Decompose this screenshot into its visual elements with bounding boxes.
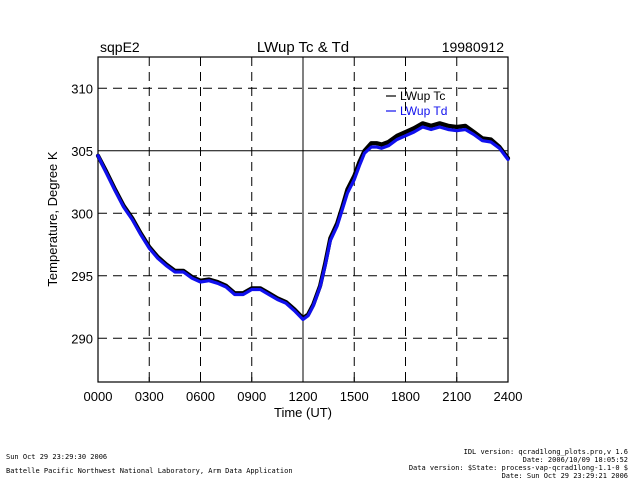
y-tick-label: 305 <box>71 144 93 159</box>
legend: LWup Tc LWup Td <box>386 89 447 118</box>
date-label: 19980912 <box>442 39 505 55</box>
y-tick-label: 290 <box>71 331 93 346</box>
x-tick-label: 0600 <box>186 389 215 404</box>
x-tick-label: 1800 <box>391 389 420 404</box>
y-axis-label: Temperature, Degree K <box>45 151 60 286</box>
x-tick-label: 1500 <box>340 389 369 404</box>
footer-idl-date: Date: 2006/10/09 18:05:52 <box>522 456 628 464</box>
legend-label-td: LWup Td <box>400 104 447 118</box>
series-group <box>95 121 511 322</box>
series-line-lwup-td <box>96 125 510 322</box>
site-label: sqpE2 <box>100 39 140 55</box>
x-tick-label: 2100 <box>442 389 471 404</box>
x-tick-label: 2400 <box>494 389 523 404</box>
legend-label-tc: LWup Tc <box>400 89 445 103</box>
y-tick-label: 300 <box>71 206 93 221</box>
footer-data-version: Data version: $State: process-vap-qcrad1… <box>408 464 628 472</box>
y-tick-label: 295 <box>71 269 93 284</box>
y-tick-label: 310 <box>71 81 93 96</box>
gridlines <box>98 57 508 382</box>
x-tick-label: 0000 <box>84 389 113 404</box>
ticks: 0000 0300 0600 0900 1200 1500 1800 2100 2400 290 2… <box>71 81 522 404</box>
x-tick-label: 0300 <box>135 389 164 404</box>
footer-data-date: Date: Sun Oct 29 23:29:21 2006 <box>501 472 628 480</box>
x-tick-label: 0900 <box>237 389 266 404</box>
footer-timestamp: Sun Oct 29 23:29:30 2006 <box>6 453 108 461</box>
x-tick-label: 1200 <box>289 389 318 404</box>
chart-title: LWup Tc & Td <box>257 39 349 56</box>
x-axis-label: Time (UT) <box>274 405 332 420</box>
footer-idl-version: IDL version: qcrad1long_plots.pro,v 1.6 <box>463 448 628 456</box>
footer-organization: Battelle Pacific Northwest National Labo… <box>6 467 293 475</box>
